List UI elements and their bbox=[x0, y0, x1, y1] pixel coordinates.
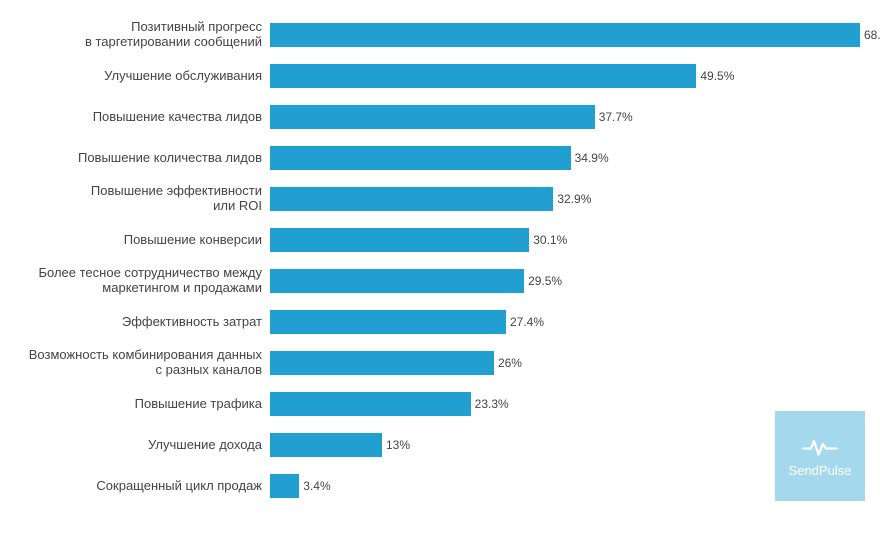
bar-value: 3.4% bbox=[303, 479, 330, 493]
watermark-text: SendPulse bbox=[789, 463, 852, 478]
bar: 27.4% bbox=[270, 310, 506, 334]
bar: 37.7% bbox=[270, 105, 595, 129]
bar-value: 68.5% bbox=[864, 28, 880, 42]
chart-row: Повышение трафика23.3% bbox=[0, 389, 880, 419]
bar-value: 29.5% bbox=[528, 274, 562, 288]
bar-label: Сокращенный цикл продаж bbox=[0, 479, 270, 494]
bar-track: 3.4% bbox=[270, 474, 860, 498]
bar-label: Возможность комбинирования данныхс разны… bbox=[0, 348, 270, 378]
bar: 29.5% bbox=[270, 269, 524, 293]
bar-label: Повышение трафика bbox=[0, 397, 270, 412]
bar-value: 49.5% bbox=[700, 69, 734, 83]
bar-value: 13% bbox=[386, 438, 410, 452]
bar-label: Повышение качества лидов bbox=[0, 110, 270, 125]
bar-track: 26% bbox=[270, 351, 860, 375]
chart-row: Улучшение дохода13% bbox=[0, 430, 880, 460]
bar-track: 32.9% bbox=[270, 187, 860, 211]
bar-track: 49.5% bbox=[270, 64, 860, 88]
bar-track: 23.3% bbox=[270, 392, 860, 416]
sendpulse-watermark: SendPulse bbox=[775, 411, 865, 501]
bar-value: 30.1% bbox=[533, 233, 567, 247]
chart-row: Повышение качества лидов37.7% bbox=[0, 102, 880, 132]
bar-label: Улучшение обслуживания bbox=[0, 69, 270, 84]
chart-row: Повышение конверсии30.1% bbox=[0, 225, 880, 255]
bar-value: 37.7% bbox=[599, 110, 633, 124]
bar-value: 34.9% bbox=[575, 151, 609, 165]
chart-row: Повышение эффективностиили ROI32.9% bbox=[0, 184, 880, 214]
pulse-icon bbox=[802, 435, 838, 459]
bar-value: 32.9% bbox=[557, 192, 591, 206]
bar: 32.9% bbox=[270, 187, 553, 211]
bar-track: 68.5% bbox=[270, 23, 860, 47]
bar: 13% bbox=[270, 433, 382, 457]
bar: 3.4% bbox=[270, 474, 299, 498]
bar: 34.9% bbox=[270, 146, 571, 170]
bar-track: 37.7% bbox=[270, 105, 860, 129]
bar-track: 29.5% bbox=[270, 269, 860, 293]
chart-row: Сокращенный цикл продаж3.4% bbox=[0, 471, 880, 501]
bar-value: 27.4% bbox=[510, 315, 544, 329]
bar-track: 13% bbox=[270, 433, 860, 457]
bar-track: 34.9% bbox=[270, 146, 860, 170]
chart-row: Возможность комбинирования данныхс разны… bbox=[0, 348, 880, 378]
bar-track: 30.1% bbox=[270, 228, 860, 252]
bar-label: Улучшение дохода bbox=[0, 438, 270, 453]
chart-row: Улучшение обслуживания49.5% bbox=[0, 61, 880, 91]
bar-label: Позитивный прогрессв таргетировании сооб… bbox=[0, 20, 270, 50]
bar-track: 27.4% bbox=[270, 310, 860, 334]
bar: 49.5% bbox=[270, 64, 696, 88]
chart-row: Позитивный прогрессв таргетировании сооб… bbox=[0, 20, 880, 50]
bar-value: 23.3% bbox=[475, 397, 509, 411]
chart-row: Повышение количества лидов34.9% bbox=[0, 143, 880, 173]
bar-label: Повышение эффективностиили ROI bbox=[0, 184, 270, 214]
horizontal-bar-chart: Позитивный прогрессв таргетировании сооб… bbox=[0, 20, 880, 501]
bar: 30.1% bbox=[270, 228, 529, 252]
bar-label: Повышение количества лидов bbox=[0, 151, 270, 166]
chart-row: Эффективность затрат27.4% bbox=[0, 307, 880, 337]
chart-row: Более тесное сотрудничество междумаркети… bbox=[0, 266, 880, 296]
bar-value: 26% bbox=[498, 356, 522, 370]
bar-label: Более тесное сотрудничество междумаркети… bbox=[0, 266, 270, 296]
bar: 68.5% bbox=[270, 23, 860, 47]
bar-label: Повышение конверсии bbox=[0, 233, 270, 248]
bar: 26% bbox=[270, 351, 494, 375]
bar-label: Эффективность затрат bbox=[0, 315, 270, 330]
bar: 23.3% bbox=[270, 392, 471, 416]
